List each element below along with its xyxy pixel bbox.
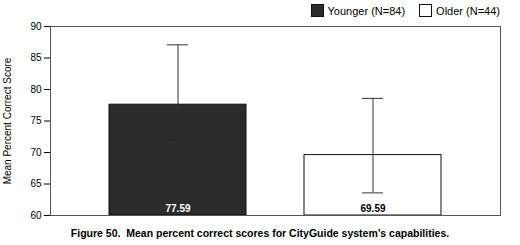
html-text:Figure 50. Mean percent correc: Figure 50. Mean percent correct scores f… bbox=[70, 227, 450, 239]
svg-text:65: 65 bbox=[30, 178, 42, 189]
svg-text:70: 70 bbox=[30, 147, 42, 158]
svg-text:69.59: 69.59 bbox=[360, 203, 385, 214]
svg-text:60: 60 bbox=[30, 210, 42, 221]
svg-text:80: 80 bbox=[30, 84, 42, 95]
svg-text:Mean Percent Correct Score: Mean Percent Correct Score bbox=[2, 57, 13, 184]
html-text:Older (N=44): Older (N=44) bbox=[436, 4, 500, 17]
svg-text:85: 85 bbox=[30, 52, 42, 63]
svg-text:77.59: 77.59 bbox=[165, 203, 190, 214]
svg-text:75: 75 bbox=[30, 115, 42, 126]
svg-text:90: 90 bbox=[30, 21, 42, 32]
html-text:Younger (N=84): Younger (N=84) bbox=[327, 4, 406, 17]
